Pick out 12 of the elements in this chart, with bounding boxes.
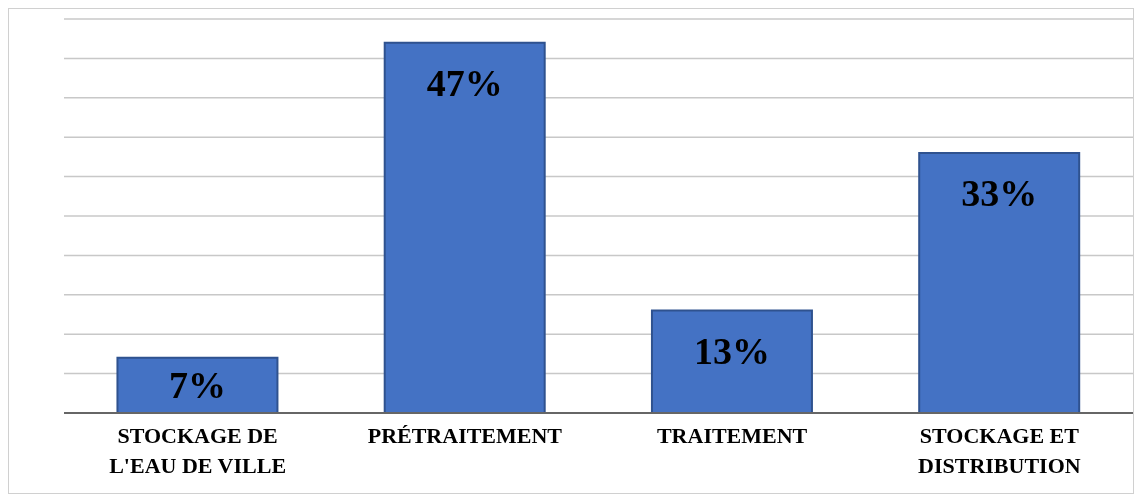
x-tick-label: STOCKAGE DE L'EAU DE VILLE [109, 423, 287, 478]
bar [116, 356, 279, 413]
x-tick-label: PRÉTRAITEMENT [367, 423, 563, 448]
bar [383, 41, 546, 413]
x-tick-label: TRAITEMENT [656, 423, 808, 448]
bar [650, 309, 813, 413]
bar [918, 151, 1081, 413]
data-label: 47% [426, 61, 503, 104]
x-tick-label: STOCKAGE ET DISTRIBUTION [918, 423, 1081, 478]
data-label: 33% [961, 171, 1038, 214]
data-label: 13% [693, 329, 770, 372]
data-label: 7% [168, 364, 226, 407]
